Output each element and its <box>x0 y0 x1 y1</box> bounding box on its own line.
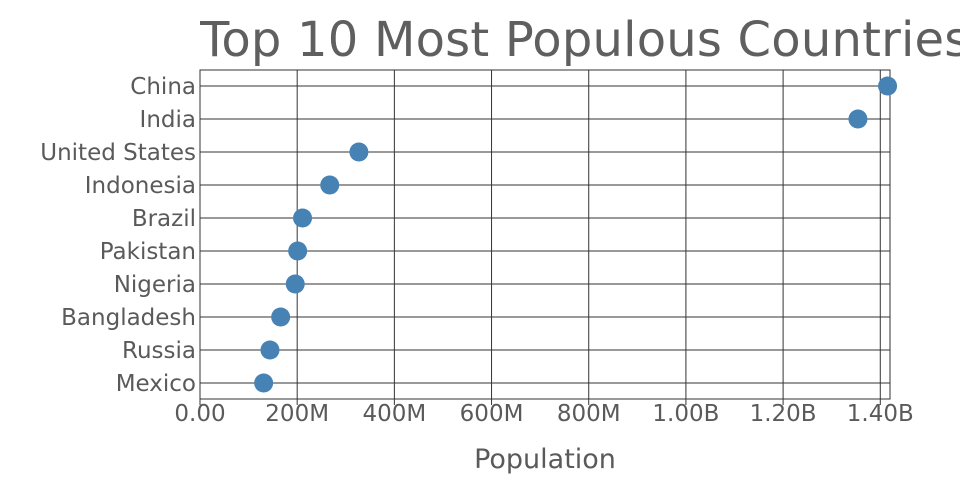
data-point <box>254 373 274 393</box>
chart-title: Top 10 Most Populous Countries <box>200 12 960 68</box>
y-tick-label: India <box>140 107 196 133</box>
data-point <box>349 142 369 162</box>
grid-layer <box>199 70 890 405</box>
data-point <box>260 340 280 360</box>
data-point <box>271 307 291 327</box>
data-point <box>285 274 305 294</box>
y-tick-label: Brazil <box>132 206 196 232</box>
data-point <box>848 109 868 129</box>
x-tick-label: 1.40B <box>847 401 914 427</box>
data-point <box>878 76 898 96</box>
y-tick-label: United States <box>40 140 196 166</box>
y-tick-label: Nigeria <box>114 272 196 298</box>
y-tick-label: Mexico <box>116 371 196 397</box>
x-tick-label: 1.20B <box>750 401 817 427</box>
x-tick-label: 0.00 <box>174 401 225 427</box>
plot-frame <box>199 69 891 400</box>
x-tick-label: 200M <box>265 401 329 427</box>
x-tick-label: 800M <box>557 401 621 427</box>
data-point <box>293 208 313 228</box>
point-layer <box>254 76 898 393</box>
y-tick-label: Bangladesh <box>61 305 196 331</box>
y-tick-label: Russia <box>122 338 196 364</box>
x-tick-label: 600M <box>460 401 524 427</box>
x-tick-label: 1.00B <box>652 401 719 427</box>
y-tick-label: China <box>130 74 196 100</box>
x-tick-labels: 0.00 200M 400M 600M 800M 1.00B 1.20B 1.40B <box>174 401 913 427</box>
x-tick-label: 400M <box>362 401 426 427</box>
data-point <box>288 241 308 261</box>
x-axis-title: Population <box>474 444 616 475</box>
y-tick-label: Pakistan <box>100 239 196 265</box>
y-tick-labels: China India United States Indonesia Brazil Pa… <box>40 74 196 397</box>
data-point <box>320 175 340 195</box>
y-tick-label: Indonesia <box>85 173 196 199</box>
